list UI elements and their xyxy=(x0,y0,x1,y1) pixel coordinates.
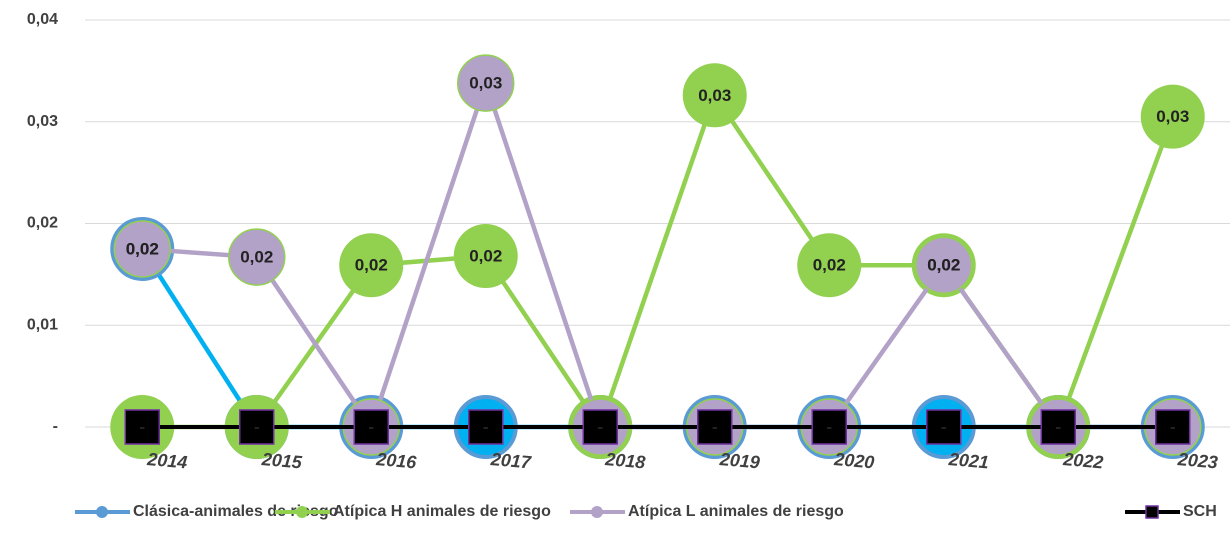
marker xyxy=(457,54,515,112)
y-tick-label: 0,04 xyxy=(27,11,58,28)
y-tick-label: 0,03 xyxy=(27,113,58,130)
marker xyxy=(811,409,847,445)
marker xyxy=(1040,409,1076,445)
data-label: - xyxy=(1170,417,1176,436)
data-label: - xyxy=(368,417,374,436)
x-tick-label: 2021 xyxy=(947,449,990,473)
x-tick-label: 2017 xyxy=(489,449,533,473)
data-label: - xyxy=(1055,417,1061,436)
legend-marker xyxy=(1145,505,1159,519)
marker xyxy=(926,409,962,445)
data-label: - xyxy=(941,417,947,436)
legend-label: Atípica L animales de riesgo xyxy=(628,503,844,520)
data-label: - xyxy=(368,417,374,436)
data-label: - xyxy=(826,417,832,436)
marker xyxy=(915,236,973,294)
legend-label: Atípica H animales de riesgo xyxy=(333,503,551,520)
marker xyxy=(339,233,404,298)
data-label: - xyxy=(941,417,947,436)
data-label: - xyxy=(483,417,489,436)
data-label: - xyxy=(483,417,489,436)
x-tick-label: 2022 xyxy=(1062,449,1105,473)
data-label: 0,02 xyxy=(927,256,960,275)
data-label: 0,02 xyxy=(126,239,159,258)
x-tick-label: 2018 xyxy=(604,449,647,473)
data-label: - xyxy=(254,417,260,436)
data-label: - xyxy=(1055,417,1061,436)
x-tick-label: 2014 xyxy=(146,449,189,473)
marker xyxy=(468,409,504,445)
data-label: 0,02 xyxy=(240,248,273,267)
data-label: - xyxy=(254,417,260,436)
marker xyxy=(797,233,862,298)
x-tick-label: 2015 xyxy=(260,449,304,473)
data-label: - xyxy=(597,417,603,436)
y-tick-label: 0,02 xyxy=(27,215,58,232)
data-label: - xyxy=(1055,417,1061,436)
data-label: 0,02 xyxy=(126,239,159,258)
series-line xyxy=(140,247,1173,430)
x-tick-label: 2016 xyxy=(375,449,419,473)
data-label: - xyxy=(254,417,260,436)
data-label: - xyxy=(139,417,145,436)
x-tick-label: 2023 xyxy=(1176,449,1219,473)
data-label: - xyxy=(368,417,374,436)
legend-marker xyxy=(591,506,603,518)
marker xyxy=(582,409,618,445)
x-tick-label: 2019 xyxy=(718,449,761,473)
data-label: - xyxy=(1170,417,1176,436)
marker xyxy=(124,409,160,445)
data-label: 0,02 xyxy=(813,256,846,275)
data-label: - xyxy=(712,417,718,436)
data-label: - xyxy=(1055,417,1061,436)
legend-label: Clásica-animales de riesgo xyxy=(133,503,339,520)
legend-label: SCH xyxy=(1183,503,1217,520)
data-label: - xyxy=(712,417,718,436)
data-label: 0,03 xyxy=(469,74,502,93)
marker xyxy=(453,224,518,289)
data-label: - xyxy=(826,417,832,436)
y-tick-label: - xyxy=(53,418,58,435)
data-label: - xyxy=(826,417,832,436)
legend-marker xyxy=(296,506,308,518)
legend-marker xyxy=(96,506,108,518)
y-tick-label: 0,01 xyxy=(27,316,58,333)
marker xyxy=(353,409,389,445)
marker xyxy=(239,409,275,445)
marker xyxy=(1155,409,1191,445)
series-line xyxy=(142,90,1175,433)
data-label: 0,02 xyxy=(469,247,502,266)
marker xyxy=(228,228,286,286)
data-label: 0,03 xyxy=(698,86,731,105)
marker xyxy=(682,63,747,128)
marker xyxy=(113,220,171,278)
marker xyxy=(697,409,733,445)
data-label: - xyxy=(1170,417,1176,436)
data-label: - xyxy=(597,417,603,436)
data-label: 0,02 xyxy=(927,256,960,275)
data-label: - xyxy=(597,417,603,436)
x-tick-label: 2020 xyxy=(833,449,876,473)
data-label: - xyxy=(139,417,145,436)
data-label: - xyxy=(712,417,718,436)
data-label: - xyxy=(597,417,603,436)
data-label: 0,02 xyxy=(355,256,388,275)
marker xyxy=(1140,84,1205,149)
data-label: 0,03 xyxy=(1156,107,1189,126)
